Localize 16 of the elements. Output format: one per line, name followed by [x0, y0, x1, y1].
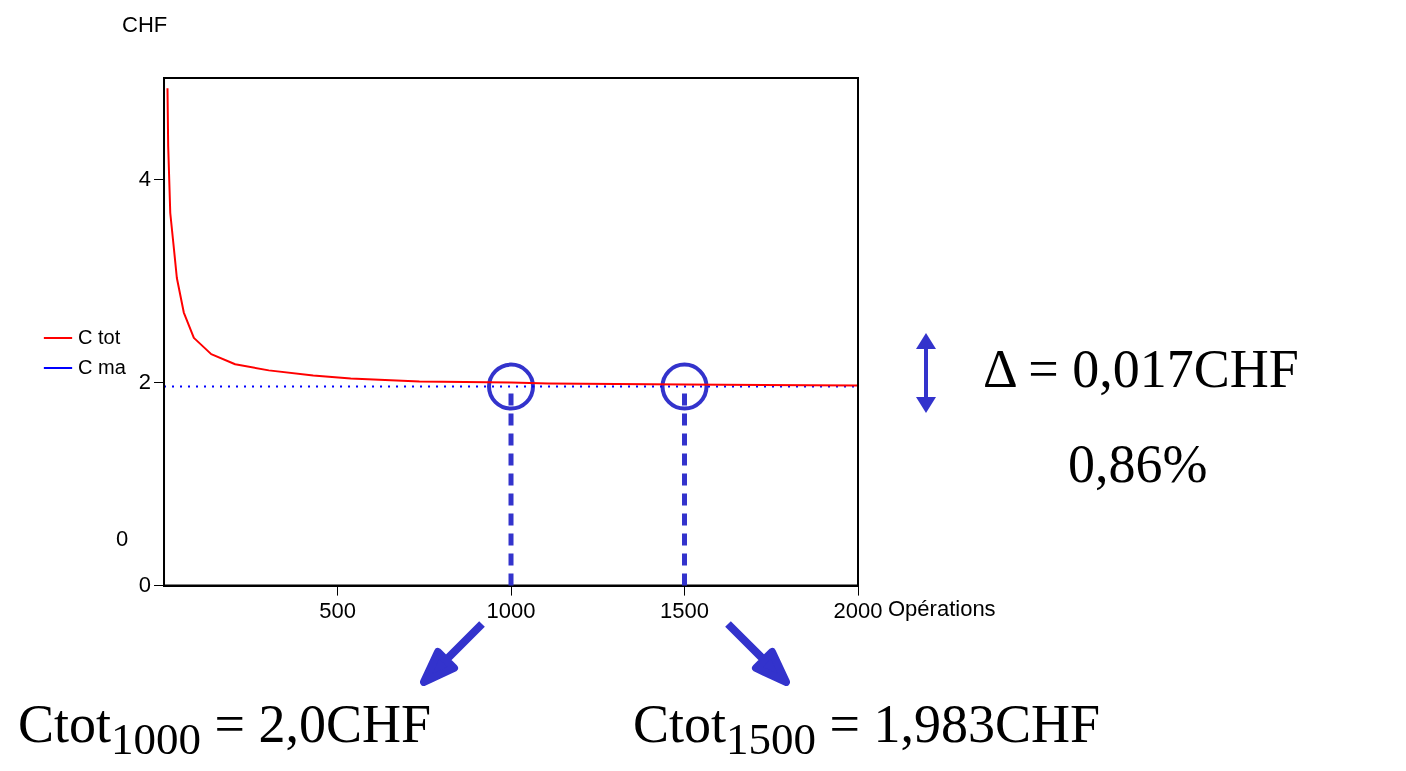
legend-label: C ma — [78, 355, 127, 378]
text: Ctot$_{1000}$ = 2,0CHF — [18, 693, 432, 765]
text: 0,86% — [1068, 433, 1208, 495]
text: 0 — [116, 526, 129, 552]
x-axis-title: Opérations — [888, 595, 996, 621]
legend-label: C tot — [78, 325, 121, 348]
y-tick-label: 2 — [138, 368, 152, 394]
x-tick-label: 1500 — [660, 597, 709, 623]
text: Δ = 0,017CHF — [983, 338, 1299, 400]
x-tick-label: 500 — [319, 597, 356, 623]
text: Ctot$_{1500}$ = 1,983CHF — [633, 693, 1101, 765]
y-tick-label: 4 — [138, 165, 152, 191]
x-tick-label: 1000 — [486, 597, 536, 623]
y-axis-title: CHF — [122, 12, 168, 38]
y-tick-label: 0 — [138, 571, 152, 597]
x-tick-label: 2000 — [833, 597, 883, 623]
